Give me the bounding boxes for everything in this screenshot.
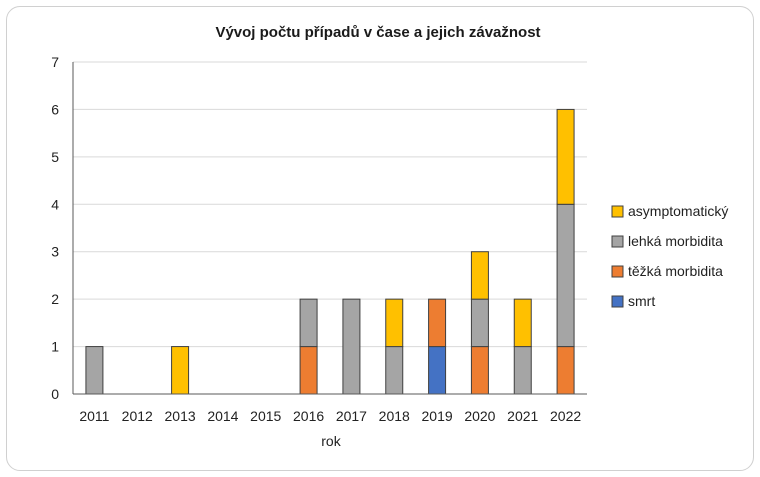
- bar-segment: [556, 203, 575, 348]
- bar-segment: [171, 346, 190, 395]
- bar-segment: [385, 346, 404, 395]
- bar-segment: [556, 346, 575, 395]
- bar-segment: [513, 298, 532, 348]
- y-tick-label: 0: [51, 386, 59, 402]
- legend-swatch: [611, 205, 624, 218]
- legend-swatch: [611, 265, 624, 278]
- x-axis-label: rok: [321, 433, 341, 449]
- x-tick-label: 2015: [250, 408, 281, 424]
- bar-segment: [470, 298, 489, 348]
- bar-segment: [385, 298, 404, 348]
- x-tick-label: 2021: [507, 408, 538, 424]
- y-tick-label: 6: [51, 101, 59, 117]
- bar-segment: [470, 346, 489, 395]
- legend: asymptomatický lehká morbidita těžká morbi…: [611, 203, 728, 309]
- legend-swatch: [611, 235, 624, 248]
- x-tick-label: 2011: [79, 408, 109, 424]
- bar-segment: [85, 346, 104, 395]
- chart-title: Vývoj počtu případů v čase a jejich záva…: [215, 24, 540, 41]
- y-tick-label: 2: [51, 291, 59, 307]
- bar-segment: [299, 298, 318, 348]
- axes: [72, 62, 587, 395]
- y-tick-label: 3: [51, 244, 59, 260]
- x-tick-label: 2013: [165, 408, 196, 424]
- bars-group: [85, 108, 575, 395]
- bar-segment: [470, 251, 489, 300]
- legend-label: lehká morbidita: [628, 233, 723, 249]
- y-tick-label: 7: [51, 54, 59, 70]
- x-tick-label: 2017: [336, 408, 367, 424]
- x-tick-labels: 2011 2012 2013 2014 2015 2016 2017 2018 2019 2020…: [79, 408, 581, 424]
- x-tick-label: 2019: [422, 408, 453, 424]
- y-tick-label: 4: [51, 196, 59, 212]
- x-tick-label: 2022: [550, 408, 581, 424]
- legend-label: asymptomatický: [628, 203, 728, 219]
- bar-segment: [299, 346, 318, 395]
- legend-label: smrt: [628, 293, 655, 309]
- x-tick-label: 2018: [379, 408, 410, 424]
- bar-segment: [513, 346, 532, 395]
- gridlines: [73, 61, 587, 348]
- y-tick-label: 1: [51, 339, 59, 355]
- bar-segment: [428, 346, 447, 395]
- x-tick-label: 2016: [293, 408, 324, 424]
- x-tick-label: 2012: [122, 408, 153, 424]
- y-tick-label: 5: [51, 149, 59, 165]
- legend-swatch: [611, 295, 624, 308]
- y-tick-labels: 0 1 2 3 4 5 6 7: [51, 54, 59, 402]
- x-tick-label: 2014: [207, 408, 238, 424]
- legend-label: těžká morbidita: [628, 263, 723, 279]
- bar-segment: [556, 108, 575, 205]
- bar-segment: [428, 298, 447, 348]
- x-tick-label: 2020: [464, 408, 495, 424]
- bar-segment: [342, 298, 361, 395]
